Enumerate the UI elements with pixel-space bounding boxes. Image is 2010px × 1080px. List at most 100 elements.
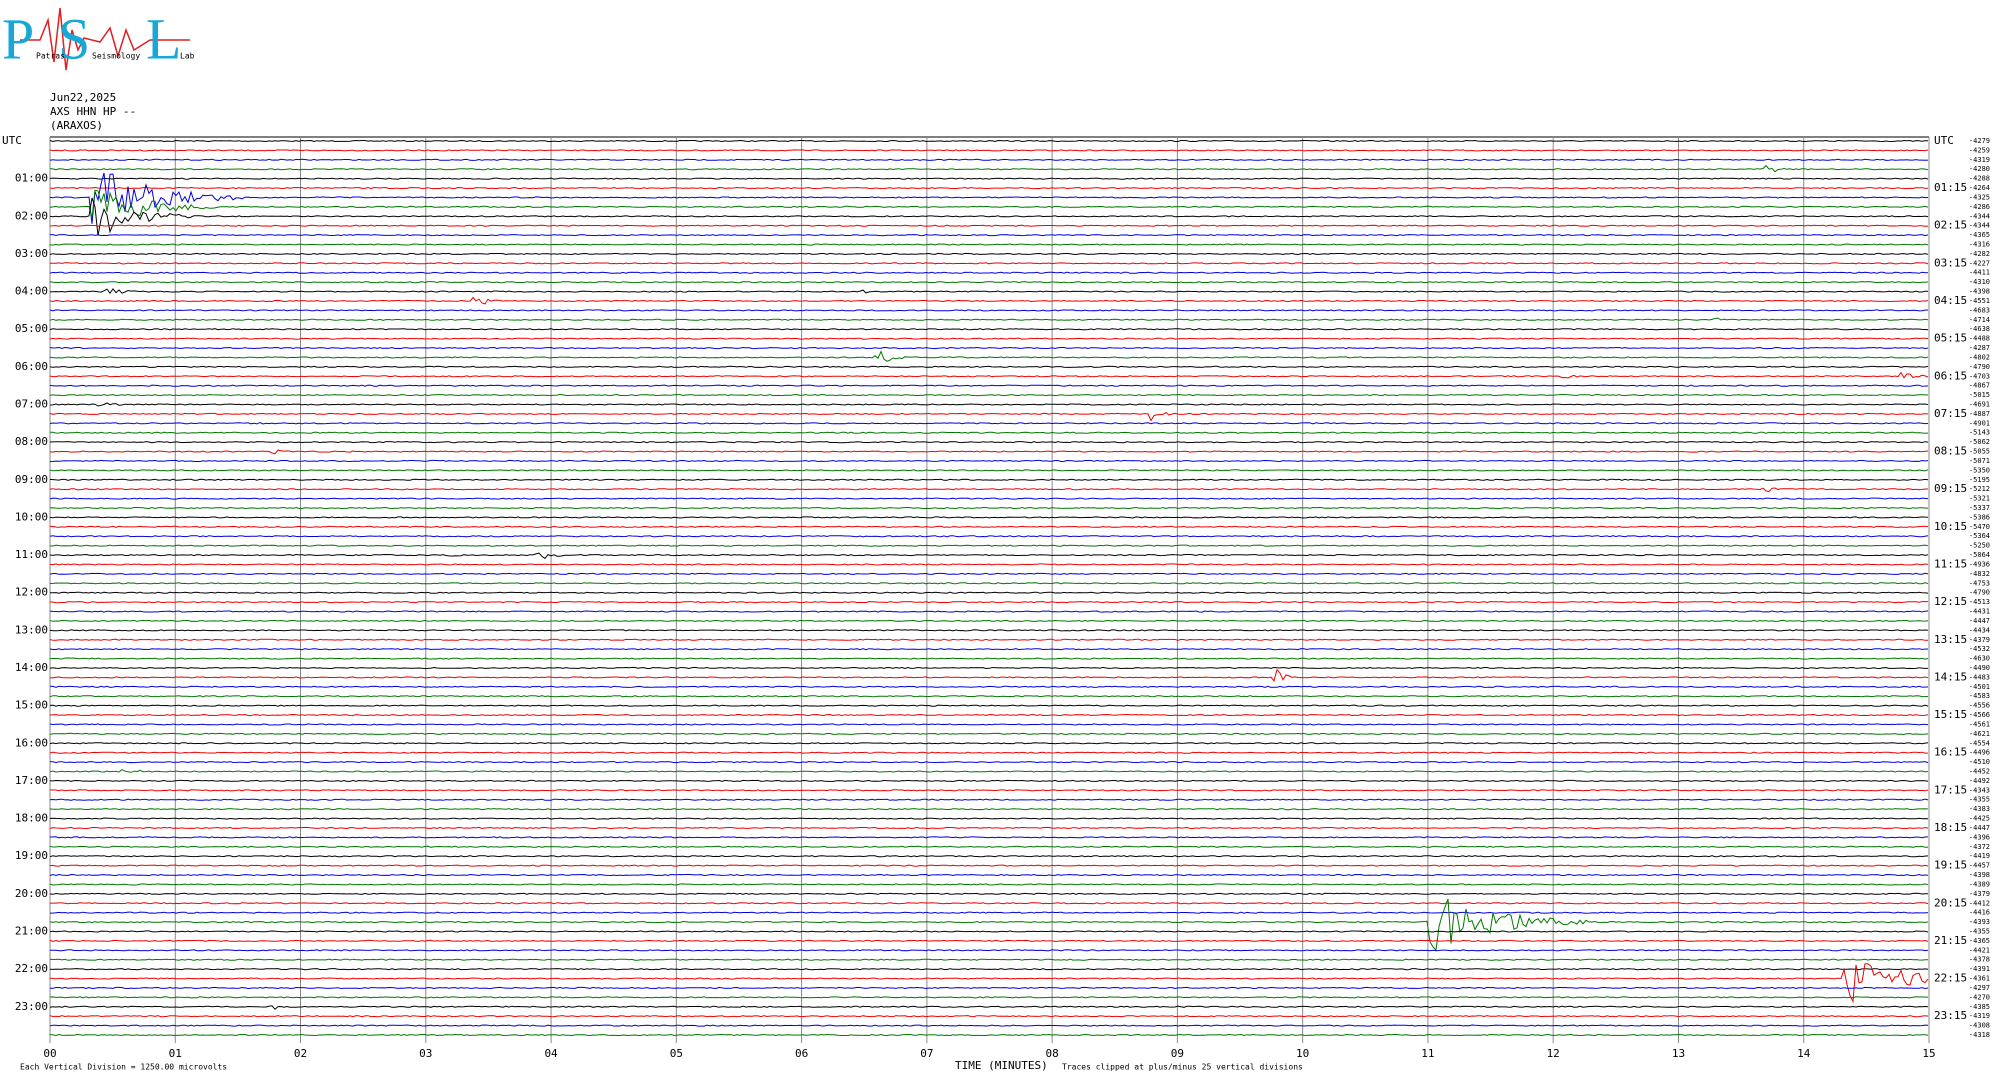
trace xyxy=(49,449,1929,455)
trace xyxy=(50,657,1929,660)
trace xyxy=(49,685,1929,688)
x-label: 10 xyxy=(1296,1047,1309,1060)
right-label: 02:15 xyxy=(1934,219,1967,232)
left-label: 08:00 xyxy=(15,435,48,448)
trace xyxy=(49,1005,1929,1010)
trace-offset: -4901 xyxy=(1969,419,1990,427)
x-label: 06 xyxy=(795,1047,808,1060)
trace xyxy=(49,411,1929,422)
trace xyxy=(49,487,1928,493)
trace xyxy=(49,713,1929,717)
trace xyxy=(49,459,1929,463)
trace-offset: -4566 xyxy=(1969,711,1990,719)
trace-offset: -4790 xyxy=(1969,363,1990,371)
x-label: 12 xyxy=(1547,1047,1560,1060)
trace xyxy=(49,441,1929,444)
trace xyxy=(49,1015,1929,1018)
x-label: 00 xyxy=(43,1047,56,1060)
trace-offset: -4398 xyxy=(1969,288,1990,296)
trace-offset: -4343 xyxy=(1969,786,1990,794)
left-label: 10:00 xyxy=(15,510,48,523)
trace xyxy=(49,864,1929,867)
left-label: 18:00 xyxy=(15,812,48,825)
right-label: 17:15 xyxy=(1934,783,1967,796)
left-label: 14:00 xyxy=(15,661,48,674)
scale-note: Each Vertical Division = 1250.00 microvo… xyxy=(20,1063,227,1072)
trace-offset: -4264 xyxy=(1969,184,1990,192)
left-label: 03:00 xyxy=(15,247,48,260)
trace-offset: -5212 xyxy=(1969,485,1990,493)
x-label: 14 xyxy=(1797,1047,1811,1060)
trace-offset: -4447 xyxy=(1969,824,1990,832)
x-label: 08 xyxy=(1046,1047,1059,1060)
trace-offset: -4393 xyxy=(1969,918,1990,926)
trace-offset: -5250 xyxy=(1969,542,1990,550)
trace xyxy=(50,902,1929,905)
trace-offset: -4638 xyxy=(1969,325,1990,333)
left-label: 21:00 xyxy=(15,924,48,937)
trace-offset: -5386 xyxy=(1969,513,1990,521)
x-label: 01 xyxy=(169,1047,182,1060)
trace-offset: -4396 xyxy=(1969,833,1990,841)
right-label: UTC xyxy=(1934,134,1954,147)
trace-offset: -5015 xyxy=(1969,391,1990,399)
trace xyxy=(49,638,1929,641)
left-label: 19:00 xyxy=(15,849,48,862)
logo-letter: S xyxy=(58,6,90,71)
trace-offset: -4496 xyxy=(1969,749,1990,757)
right-label: 08:15 xyxy=(1934,445,1967,458)
station: AXS HHN HP -- xyxy=(50,105,136,118)
left-label: 04:00 xyxy=(15,285,48,298)
trace xyxy=(49,478,1929,481)
trace xyxy=(50,431,1929,434)
trace-offset: -4355 xyxy=(1969,927,1990,935)
trace-offset: -4286 xyxy=(1969,203,1990,211)
left-label: 02:00 xyxy=(15,209,48,222)
trace xyxy=(49,742,1929,745)
right-label: 12:15 xyxy=(1934,595,1967,608)
left-label: 09:00 xyxy=(15,473,48,486)
trace xyxy=(50,591,1929,594)
left-label: 15:00 xyxy=(15,699,48,712)
trace-offset: -4416 xyxy=(1969,909,1990,917)
trace-offset: -4379 xyxy=(1969,636,1990,644)
trace xyxy=(49,402,1929,407)
x-label: 15 xyxy=(1922,1047,1935,1060)
trace xyxy=(49,252,1929,256)
left-label: 20:00 xyxy=(15,887,48,900)
trace xyxy=(49,572,1929,575)
trace xyxy=(49,629,1929,632)
trace xyxy=(49,516,1929,519)
trace xyxy=(49,262,1929,265)
trace-offset: -5470 xyxy=(1969,523,1990,531)
trace xyxy=(49,186,1928,190)
trace xyxy=(49,164,1929,173)
trace-offset: -4703 xyxy=(1969,372,1990,380)
trace-offset: -4297 xyxy=(1969,984,1990,992)
trace xyxy=(49,949,1929,952)
trace xyxy=(49,789,1929,792)
trace xyxy=(49,968,1929,971)
x-label: 05 xyxy=(670,1047,683,1060)
trace-offset: -4378 xyxy=(1969,956,1990,964)
trace-offset: -4419 xyxy=(1969,852,1990,860)
trace-offset: -4280 xyxy=(1969,165,1990,173)
trace-offset: -4492 xyxy=(1969,777,1990,785)
trace-offset: -4513 xyxy=(1969,598,1990,606)
trace xyxy=(49,836,1929,839)
trace-offset: -4501 xyxy=(1969,683,1990,691)
trace-offset: -4355 xyxy=(1969,796,1990,804)
logo-word: Lab xyxy=(180,52,195,61)
x-label: 03 xyxy=(419,1047,432,1060)
trace-offset: -4308 xyxy=(1969,1022,1990,1030)
trace xyxy=(49,346,1929,350)
trace-offset: -4398 xyxy=(1969,871,1990,879)
trace-offset: -4532 xyxy=(1969,645,1990,653)
trace xyxy=(49,582,1929,585)
trace-offset: -4753 xyxy=(1969,579,1990,587)
right-label: 14:15 xyxy=(1934,670,1967,683)
trace-offset: -4372 xyxy=(1969,843,1990,851)
trace-offset: -5195 xyxy=(1969,476,1990,484)
trace-offset: -5143 xyxy=(1969,429,1990,437)
left-label: UTC xyxy=(2,134,22,147)
